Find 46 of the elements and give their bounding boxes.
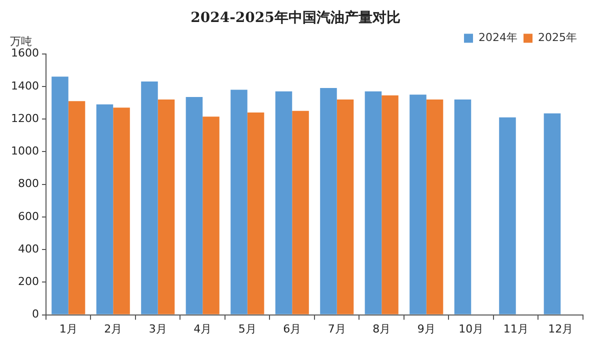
bar: [158, 99, 175, 314]
chart-title: 2024-2025年中国汽油产量对比: [190, 9, 400, 26]
bar: [141, 82, 158, 314]
bar: [364, 91, 382, 314]
x-tick-label: 4月: [194, 322, 212, 336]
x-tick-label: 7月: [328, 322, 346, 336]
bar: [52, 76, 68, 314]
y-tick-label: 1600: [10, 46, 39, 60]
bar: [320, 88, 337, 314]
bar: [275, 91, 292, 314]
bar: [410, 94, 426, 314]
bar: [499, 117, 516, 314]
bar: [382, 95, 398, 314]
x-tick-label: 11月: [503, 322, 528, 336]
x-tick-label: 9月: [417, 322, 436, 336]
bar: [230, 90, 248, 314]
bar: [113, 108, 130, 314]
y-tick-label: 600: [18, 210, 39, 223]
bar: [544, 113, 561, 314]
x-tick-label: 5月: [238, 322, 256, 336]
legend-label: 2024年: [478, 31, 518, 44]
y-tick-label: 1000: [10, 144, 39, 158]
bar: [202, 116, 220, 314]
x-tick-label: 3月: [148, 322, 167, 336]
x-tick-label: 12月: [548, 322, 574, 336]
bar: [68, 101, 86, 314]
bar: [336, 99, 354, 314]
y-tick-label: 0: [32, 308, 39, 321]
bar: [426, 99, 444, 314]
x-tick-label: 1月: [59, 322, 78, 336]
bar: [247, 112, 264, 314]
y-tick-label: 1400: [10, 79, 39, 92]
x-tick-label: 6月: [283, 322, 302, 336]
x-tick-label: 10月: [458, 322, 484, 336]
legend-label: 2025年: [538, 31, 578, 44]
y-axis-title: 万吨: [10, 35, 32, 48]
bar: [454, 99, 472, 314]
bar: [96, 104, 114, 314]
y-tick-label: 1200: [10, 112, 39, 125]
y-tick-label: 800: [18, 177, 39, 190]
x-tick-label: 2月: [104, 322, 122, 336]
y-tick-label: 200: [18, 275, 39, 288]
bar: [292, 110, 309, 314]
y-tick-label: 400: [18, 242, 39, 256]
x-tick-label: 8月: [372, 322, 391, 336]
bar: [186, 97, 203, 314]
